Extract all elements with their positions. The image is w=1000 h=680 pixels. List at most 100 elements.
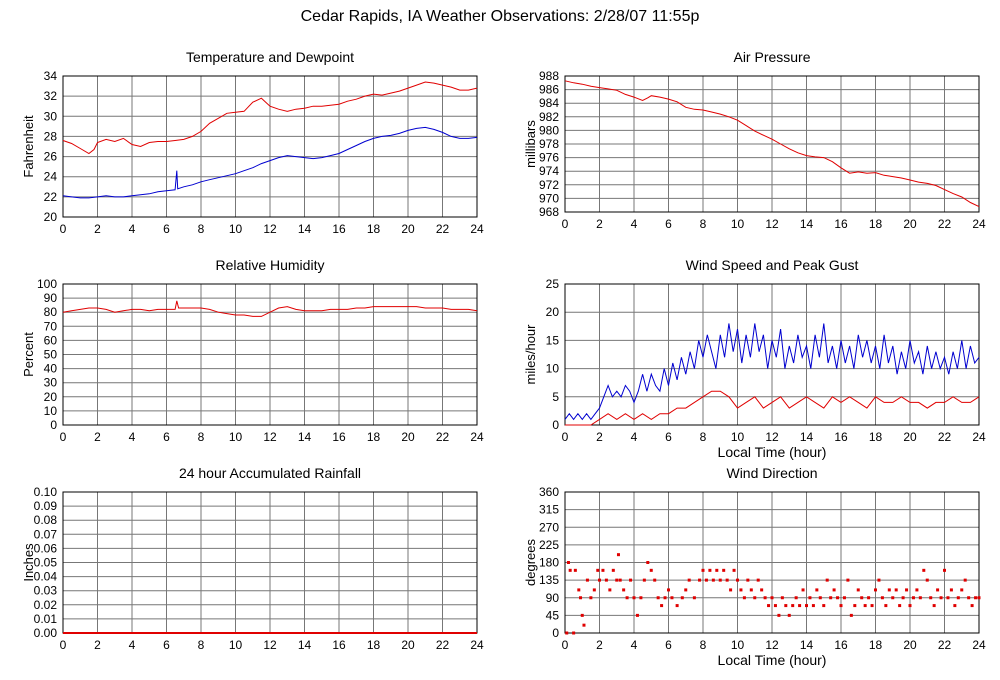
- y-tick-label: 225: [539, 538, 559, 552]
- y-tick-label: 70: [44, 319, 58, 333]
- y-tick-label: 20: [44, 210, 58, 224]
- data-point: [918, 596, 922, 600]
- x-tick-label: 10: [731, 638, 745, 652]
- data-point: [932, 604, 936, 608]
- data-point: [763, 596, 767, 600]
- x-tick-label: 20: [401, 430, 415, 444]
- y-tick-label: 0.01: [34, 612, 58, 626]
- x-tick-label: 10: [229, 222, 243, 236]
- data-point: [566, 561, 570, 564]
- data-point: [568, 568, 572, 572]
- x-tick-label: 0: [562, 638, 569, 652]
- data-point: [660, 604, 664, 608]
- data-point: [798, 604, 802, 608]
- data-point: [784, 604, 788, 608]
- x-tick-label: 4: [631, 638, 638, 652]
- y-tick-label: 15: [546, 333, 560, 347]
- data-point: [856, 588, 860, 592]
- y-tick-label: 60: [44, 333, 58, 347]
- data-point: [663, 596, 667, 600]
- x-tick-label: 24: [972, 638, 986, 652]
- x-tick-label: 18: [367, 430, 381, 444]
- y-tick-label: 972: [539, 178, 559, 192]
- data-point: [580, 613, 584, 617]
- data-point: [615, 578, 619, 582]
- data-point: [870, 604, 874, 608]
- data-point: [701, 568, 705, 572]
- y-tick-label: 988: [539, 69, 559, 83]
- y-tick-label: 0.00: [34, 626, 58, 640]
- data-point: [625, 596, 629, 600]
- data-point: [805, 604, 808, 608]
- data-point: [880, 596, 884, 600]
- x-tick-label: 10: [731, 430, 745, 444]
- x-tick-label: 20: [401, 638, 415, 652]
- x-tick-label: 16: [834, 638, 848, 652]
- x-tick-label: 6: [665, 430, 672, 444]
- data-point: [573, 568, 577, 572]
- x-tick-label: 8: [700, 217, 707, 231]
- data-point: [582, 623, 586, 627]
- data-point: [572, 631, 576, 635]
- y-tick-label: 986: [539, 83, 559, 97]
- y-tick-label: 0.07: [34, 527, 58, 541]
- x-tick-label: 14: [298, 222, 312, 236]
- y-tick-label: 980: [539, 123, 559, 137]
- x-tick-label: 14: [800, 217, 814, 231]
- data-point: [653, 578, 657, 582]
- x-tick-label: 24: [972, 430, 986, 444]
- data-point: [708, 568, 712, 572]
- data-point: [936, 588, 940, 592]
- y-tick-label: 40: [44, 362, 58, 376]
- data-point: [596, 568, 600, 572]
- data-point: [711, 578, 715, 582]
- x-tick-label: 20: [903, 430, 917, 444]
- x-tick-label: 16: [834, 430, 848, 444]
- x-tick-label: 12: [263, 430, 277, 444]
- data-point: [811, 604, 815, 608]
- x-tick-label: 18: [869, 217, 883, 231]
- chart-title: Wind Speed and Peak Gust: [686, 257, 859, 273]
- y-tick-label: 5: [552, 390, 559, 404]
- data-point: [632, 596, 636, 600]
- y-tick-label: 100: [37, 277, 57, 291]
- y-tick-label: 90: [546, 591, 560, 605]
- x-tick-label: 2: [596, 638, 603, 652]
- y-tick-label: 0.02: [34, 598, 58, 612]
- data-point: [829, 596, 833, 600]
- data-point: [949, 588, 953, 592]
- x-tick-label: 14: [800, 638, 814, 652]
- x-tick-label: 2: [596, 217, 603, 231]
- data-point: [656, 596, 660, 600]
- x-tick-label: 4: [631, 217, 638, 231]
- x-tick-label: 6: [163, 222, 170, 236]
- y-tick-label: 30: [44, 376, 58, 390]
- x-tick-label: 0: [562, 430, 569, 444]
- data-point: [842, 596, 846, 600]
- y-tick-label: 968: [539, 205, 559, 219]
- x-tick-label: 18: [367, 222, 381, 236]
- y-tick-label: 20: [44, 390, 58, 404]
- data-point: [608, 588, 612, 592]
- series-line-0: [62, 300, 478, 317]
- y-axis-label: Inches: [21, 543, 36, 582]
- data-point: [884, 604, 888, 608]
- x-tick-label: 10: [731, 217, 745, 231]
- data-point: [604, 578, 608, 582]
- data-point: [860, 596, 864, 600]
- data-point: [767, 604, 771, 608]
- data-point: [836, 596, 840, 600]
- y-tick-label: 270: [539, 520, 559, 534]
- data-point: [598, 578, 601, 582]
- y-tick-label: 978: [539, 137, 559, 151]
- x-tick-label: 6: [163, 430, 170, 444]
- data-point: [818, 596, 822, 600]
- y-tick-label: 0.03: [34, 584, 58, 598]
- y-tick-label: 984: [539, 96, 559, 110]
- x-tick-label: 22: [938, 430, 952, 444]
